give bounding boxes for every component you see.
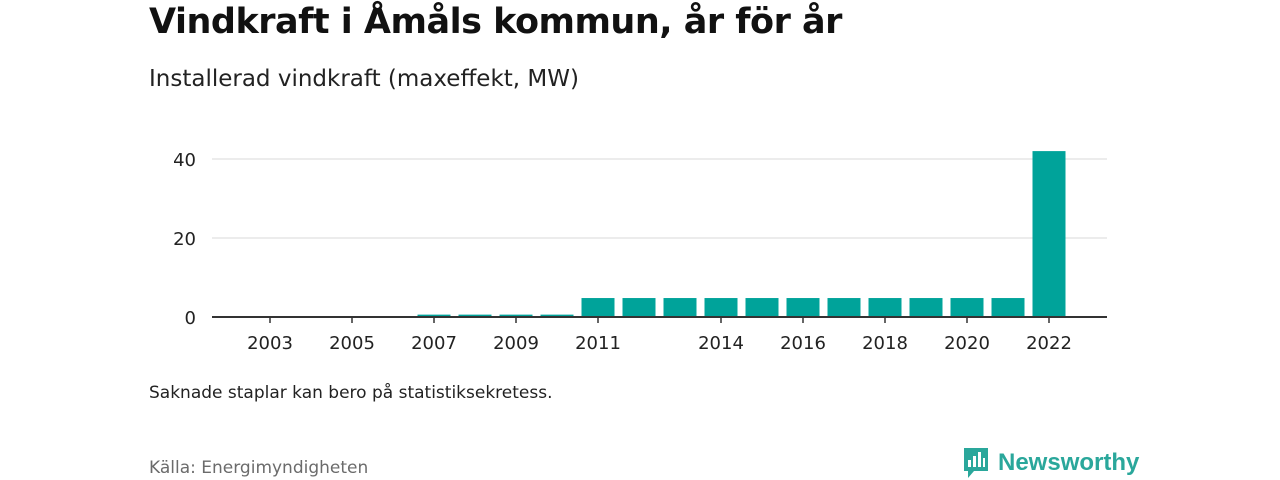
- bar-2010: [540, 314, 574, 317]
- x-tick-label: 2020: [944, 333, 990, 354]
- brand-name: Newsworthy: [998, 449, 1140, 476]
- brand-logo[interactable]: Newsworthy: [962, 446, 1139, 480]
- bar-2017: [827, 298, 861, 317]
- x-tick-label: 2007: [411, 333, 457, 354]
- source-label: Källa: Energimyndigheten: [149, 458, 369, 478]
- y-tick-label: 0: [185, 308, 196, 329]
- bar-2009: [499, 314, 533, 317]
- x-tick-label: 2009: [493, 333, 539, 354]
- x-tick-label: 2011: [575, 333, 621, 354]
- y-tick-label: 20: [173, 229, 196, 250]
- newsworthy-logo-icon: [964, 448, 988, 478]
- x-tick-label: 2014: [698, 333, 744, 354]
- x-tick-label: 2022: [1026, 333, 1072, 354]
- bar-2008: [458, 314, 492, 317]
- footnote: Saknade staplar kan bero på statistiksek…: [149, 383, 553, 403]
- chart-title: Vindkraft i Åmåls kommun, år för år: [149, 2, 842, 42]
- bar-2015: [745, 298, 779, 317]
- x-tick-label: 2018: [862, 333, 908, 354]
- bar-2012: [622, 298, 656, 317]
- x-tick-label: 2016: [780, 333, 826, 354]
- y-tick-label: 40: [173, 150, 196, 171]
- x-tick-label: 2005: [329, 333, 375, 354]
- bar-2020: [950, 298, 984, 317]
- bar-2013: [663, 298, 697, 317]
- bar-2019: [909, 298, 943, 317]
- chart-subtitle: Installerad vindkraft (maxeffekt, MW): [149, 66, 579, 92]
- bar-2021: [991, 298, 1025, 317]
- bar-2016: [786, 298, 820, 317]
- bar-2014: [704, 298, 738, 317]
- bar-2011: [581, 298, 615, 317]
- bar-2022: [1032, 151, 1066, 317]
- bar-2007: [417, 314, 451, 317]
- x-tick-label: 2003: [247, 333, 293, 354]
- bar-2018: [868, 298, 902, 317]
